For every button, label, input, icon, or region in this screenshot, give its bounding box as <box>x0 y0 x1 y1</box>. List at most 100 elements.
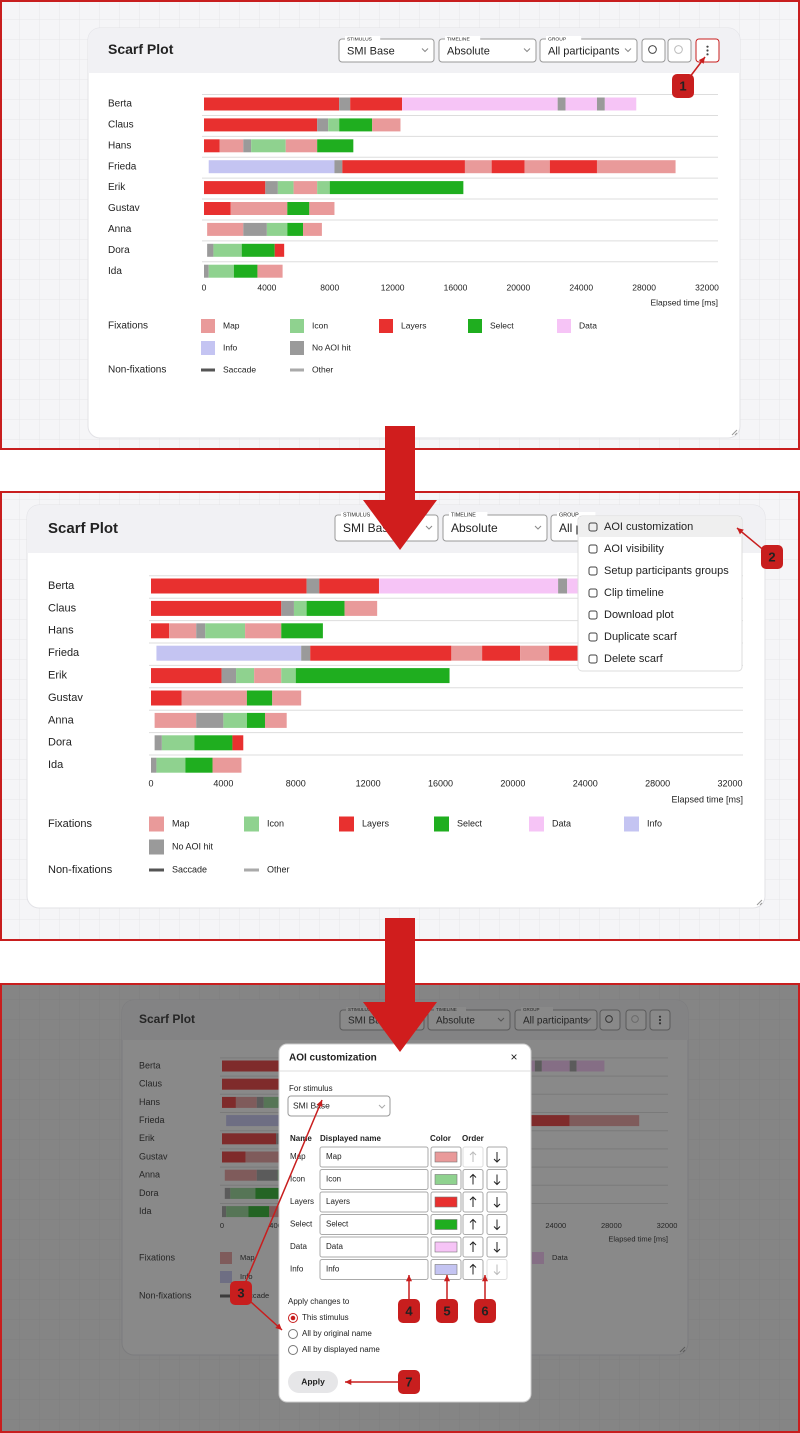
annotation-number: 2 <box>768 549 775 564</box>
legend-label: Data <box>552 818 571 828</box>
participant-label: Claus <box>48 602 77 614</box>
x-tick-label: 28000 <box>632 282 656 292</box>
icon-button[interactable] <box>667 38 692 63</box>
scarf-segment <box>204 118 318 132</box>
legend-swatch <box>468 319 482 333</box>
annotation-arrowhead <box>405 1275 413 1282</box>
x-tick-label: 0 <box>202 282 207 292</box>
participant-label: Frieda <box>108 161 137 172</box>
menu-highlight <box>579 517 741 537</box>
original-name: Icon <box>290 1175 305 1184</box>
select-value: Absolute <box>451 521 498 535</box>
name-input[interactable] <box>319 1214 429 1235</box>
annotation-arrowhead <box>481 1275 489 1282</box>
card-title: Scarf Plot <box>48 520 118 537</box>
scarf-segment <box>212 757 242 773</box>
field-label: Apply changes to <box>288 1297 350 1306</box>
participant-label: Erik <box>108 182 126 193</box>
legend-swatch <box>339 816 354 832</box>
legend-label: Data <box>579 320 597 330</box>
x-axis-label: Elapsed time [ms] <box>671 795 743 805</box>
scarf-segment <box>254 668 282 684</box>
color-swatch <box>434 1151 458 1163</box>
scarf-segment <box>329 181 464 195</box>
scarf-segment <box>207 243 214 257</box>
order-arrow <box>469 1218 477 1230</box>
menu-icon <box>588 588 598 598</box>
scarf-segment <box>154 712 197 728</box>
participant-label: Erik <box>48 670 67 682</box>
icon-button[interactable] <box>641 38 666 63</box>
name-input[interactable] <box>319 1146 429 1168</box>
scarf-segment <box>196 712 224 728</box>
card-title: Scarf Plot <box>108 41 174 57</box>
scarf-segment <box>272 690 302 706</box>
legend-swatch <box>529 816 544 832</box>
select-label-bg <box>345 36 381 42</box>
x-axis-label: Elapsed time [ms] <box>650 298 718 308</box>
annotation-arrowhead <box>316 1100 323 1107</box>
legend-swatch <box>624 816 639 832</box>
annotation-arrowhead <box>345 1378 352 1386</box>
participant-label: Ida <box>48 759 64 771</box>
radio[interactable] <box>288 1329 298 1339</box>
annotation-badge <box>436 1299 458 1323</box>
participant-label: Ida <box>108 266 122 277</box>
order-arrow <box>493 1219 501 1231</box>
select-box[interactable] <box>338 38 435 63</box>
legend-line <box>290 368 304 372</box>
scarf-segment <box>246 712 265 728</box>
menu-icon <box>588 544 598 554</box>
scarf-segment <box>328 118 340 132</box>
apply-label: Apply <box>301 1376 325 1386</box>
scarf-segment <box>205 623 246 639</box>
name-input[interactable] <box>319 1169 429 1190</box>
select-box[interactable] <box>438 38 537 63</box>
legend-swatch <box>149 816 164 832</box>
legend-heading: Fixations <box>48 818 93 830</box>
legend-label: No AOI hit <box>172 841 214 851</box>
select-label-bg <box>445 36 481 42</box>
select-label: GROUP <box>548 36 567 42</box>
scarf-segment <box>213 243 242 257</box>
participant-label: Hans <box>48 625 74 637</box>
radio-label: This stimulus <box>302 1313 349 1322</box>
legend-heading: Non-fixations <box>108 365 166 376</box>
legend-swatch <box>201 341 215 355</box>
scarf-segment <box>524 160 550 174</box>
x-tick-label: 28000 <box>645 778 670 788</box>
x-tick-label: 20000 <box>507 282 531 292</box>
name-input[interactable] <box>319 1191 429 1213</box>
participant-label: Dora <box>48 737 73 749</box>
scarf-segment <box>557 97 566 111</box>
x-tick-label: 12000 <box>381 282 405 292</box>
participant-label: Hans <box>108 140 131 151</box>
legend-label: Select <box>457 818 483 828</box>
select-box[interactable] <box>442 514 548 542</box>
x-tick-label: 24000 <box>569 282 593 292</box>
x-tick-label: 32000 <box>717 778 742 788</box>
select-box[interactable] <box>539 38 638 63</box>
name-input[interactable] <box>319 1259 429 1280</box>
scarf-segment <box>464 160 492 174</box>
order-arrow <box>493 1197 501 1208</box>
apply-button[interactable] <box>288 1371 338 1393</box>
name-input[interactable] <box>319 1236 429 1258</box>
legend-swatch <box>379 319 393 333</box>
radio-label: All by displayed name <box>302 1345 380 1354</box>
scarf-segment <box>596 160 676 174</box>
x-tick-label: 4000 <box>257 282 276 292</box>
menu-item: AOI visibility <box>604 543 664 555</box>
context-menu: AOI customization AOI visibility Setup par… <box>577 515 743 672</box>
scarf-segment <box>402 97 558 111</box>
participant-label: Frieda <box>48 647 80 659</box>
scarf-segment <box>207 222 244 236</box>
radio-label: All by original name <box>302 1329 372 1338</box>
radio[interactable] <box>288 1345 298 1355</box>
stimulus-select[interactable] <box>287 1095 391 1117</box>
annotation-arrowhead <box>275 1323 282 1330</box>
scarf-segment <box>169 623 197 639</box>
scarf-card: Scarf Plot STIMULUS SMI Base TIMELINE Absolu… <box>87 27 741 439</box>
scarf-segment <box>154 735 162 751</box>
scarf-segment <box>230 202 288 215</box>
